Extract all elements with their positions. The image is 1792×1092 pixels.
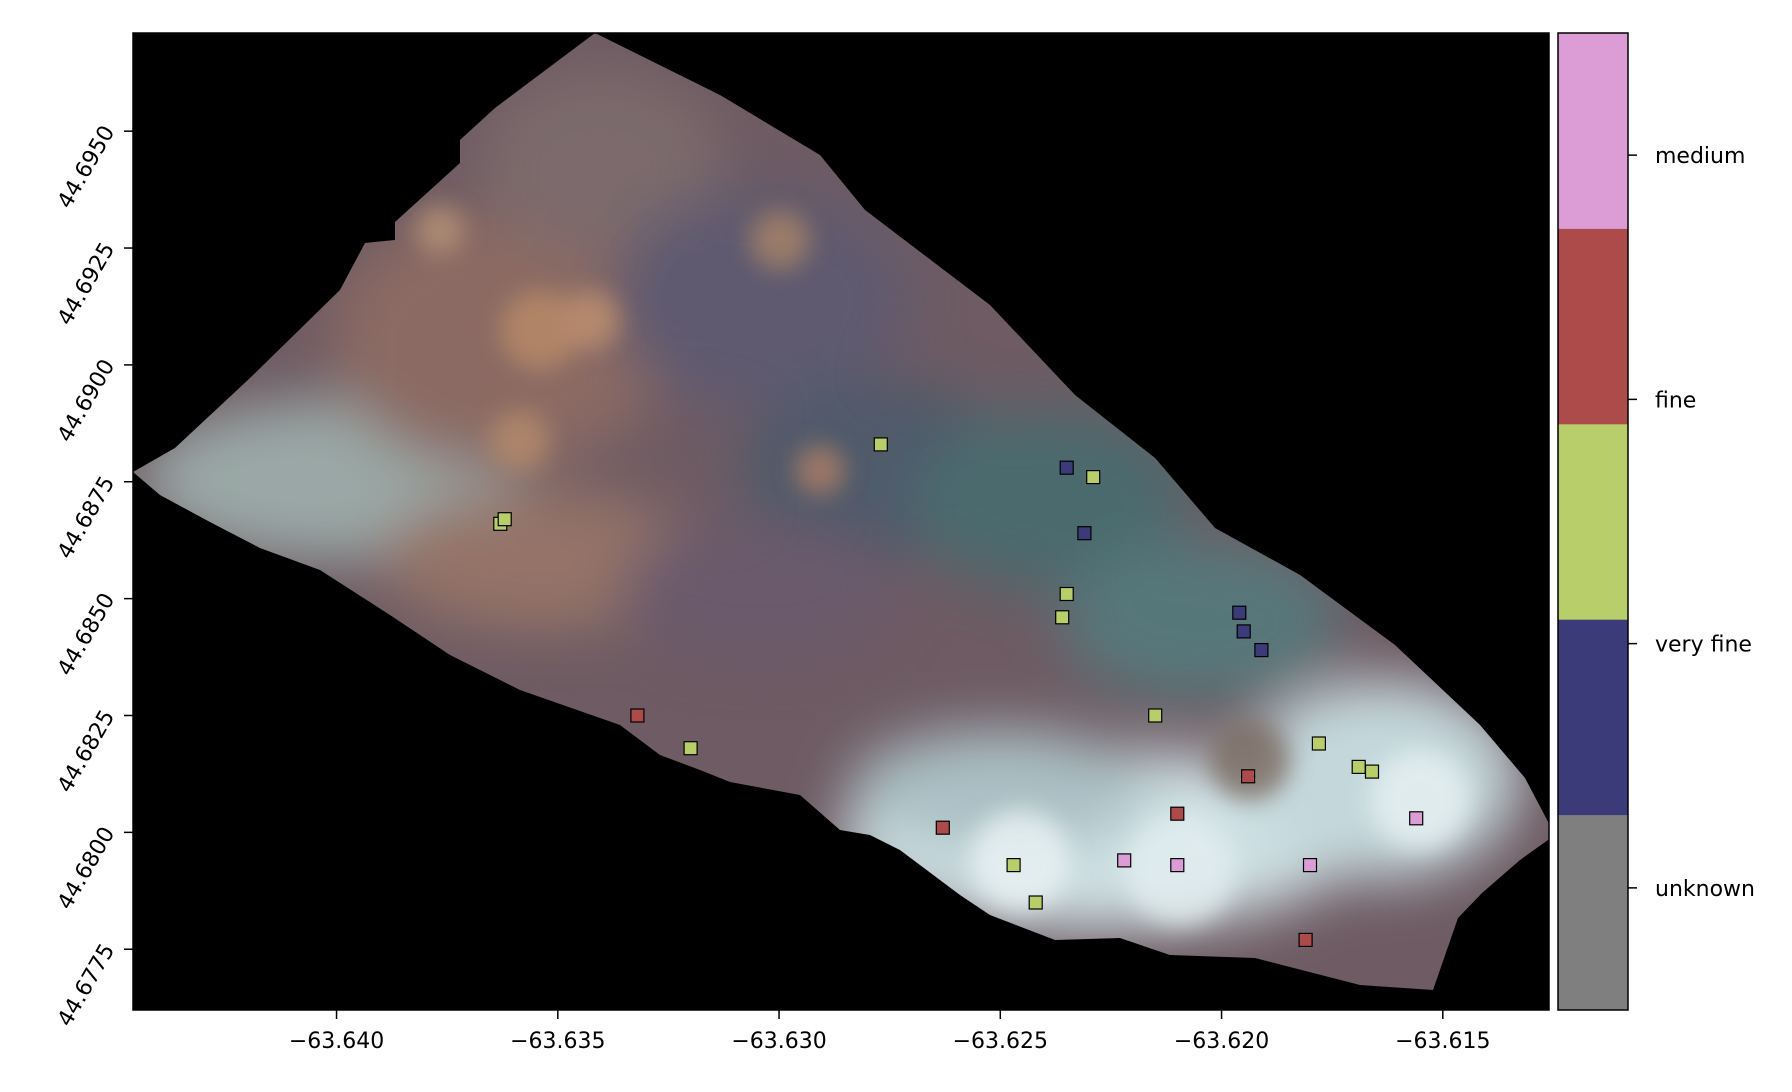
data-point (630, 708, 645, 723)
data-point (683, 741, 698, 756)
data-point (497, 512, 512, 527)
x-tick-label: −63.620 (1174, 1029, 1269, 1054)
data-point (1298, 932, 1313, 948)
colorbar: unknown very fine fine medium (1557, 32, 1755, 1011)
data-point (1409, 811, 1424, 826)
scatter-points (493, 437, 1424, 948)
data-point (1055, 610, 1070, 625)
x-tick-label: −63.635 (510, 1029, 605, 1054)
x-tick-label: −63.615 (1395, 1029, 1490, 1054)
y-tick-label: 44.6925 (53, 239, 120, 330)
y-tick-label: 44.6850 (53, 589, 120, 680)
colorbar-segment (1558, 423, 1628, 620)
colorbar-segment (1558, 619, 1628, 816)
colorbar-frame (1557, 32, 1629, 1011)
x-tick-label: −63.630 (731, 1029, 826, 1054)
data-point (1240, 769, 1256, 784)
data-point (1170, 857, 1185, 873)
data-point (1351, 759, 1366, 775)
data-point (1236, 624, 1251, 639)
y-tick-label: 44.6950 (53, 122, 120, 213)
colorbar-label: unknown (1655, 877, 1755, 902)
data-point (1170, 806, 1185, 821)
data-point (1254, 642, 1269, 658)
colorbar-label: medium (1655, 144, 1745, 169)
x-axis: −63.640 −63.635 −63.630 −63.625 −63.620 −63.6… (289, 1010, 1491, 1054)
data-point (1006, 857, 1021, 873)
data-point (935, 820, 950, 835)
plot-frame (132, 32, 1550, 1011)
colorbar-label: very fine (1655, 633, 1752, 658)
data-point (1364, 764, 1380, 779)
data-point (1302, 857, 1318, 873)
y-axis: 44.6775 44.6800 44.6825 44.6850 44.6875 44.69… (53, 122, 133, 1031)
y-tick-label: 44.6800 (53, 823, 120, 914)
data-point (1232, 605, 1247, 620)
x-tick-label: −63.640 (289, 1029, 384, 1054)
colorbar-label: fine (1655, 388, 1696, 413)
colorbar-segment (1558, 814, 1628, 1011)
y-tick-label: 44.6900 (53, 355, 120, 446)
data-point (873, 437, 888, 452)
data-point (1311, 736, 1327, 751)
data-point (1077, 526, 1092, 541)
data-point (1059, 460, 1074, 475)
y-tick-label: 44.6775 (53, 940, 120, 1031)
colorbar-segment (1558, 228, 1628, 425)
data-point (1148, 708, 1163, 723)
data-point (1117, 853, 1132, 868)
data-point (1059, 586, 1074, 602)
colorbar-segment (1558, 33, 1628, 229)
data-point (1086, 470, 1101, 485)
x-tick-label: −63.625 (953, 1029, 1048, 1054)
y-tick-label: 44.6825 (53, 706, 120, 797)
data-point (1028, 895, 1043, 910)
y-tick-label: 44.6875 (53, 472, 120, 563)
